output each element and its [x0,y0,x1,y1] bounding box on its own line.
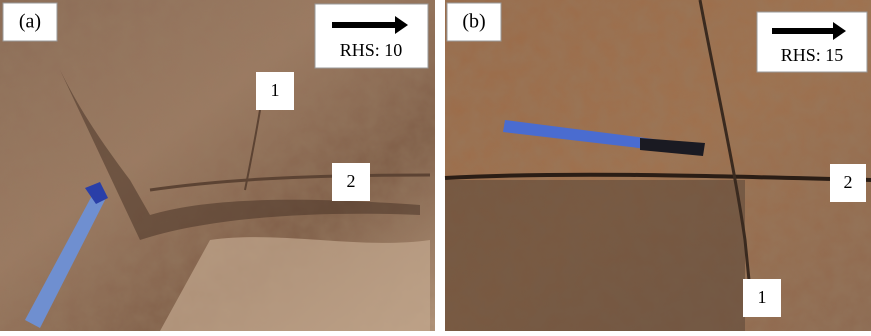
marker: 1 [271,80,280,100]
marker: 2 [844,172,853,192]
panel-label: (b) [462,11,485,33]
marker: 2 [347,171,356,191]
scale-text: RHS: 10 [340,40,403,60]
panel-label: (a) [19,11,41,33]
figure: (a) RHS: 10 1 2 (b) RHS: 15 1 2 [0,0,871,331]
page: (a) RHS: 10 1 2 (b) RHS: 15 1 2 (() => {… [0,0,871,331]
marker: 1 [758,287,767,307]
shadow [445,180,745,331]
scale-text: RHS: 15 [781,45,844,65]
